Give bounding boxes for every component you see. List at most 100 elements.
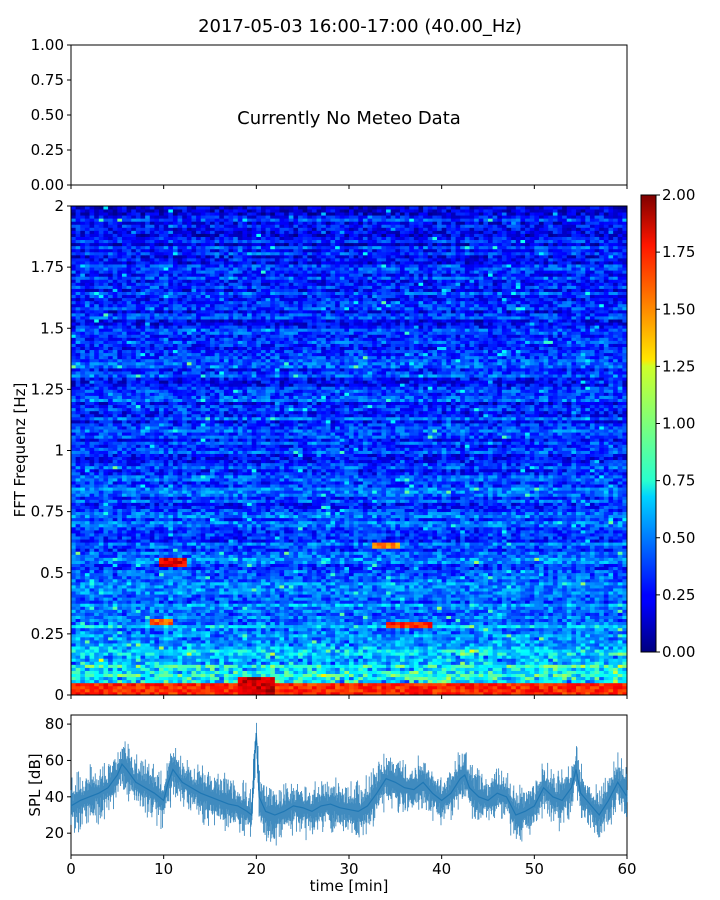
spectrogram-cell [354,579,359,582]
spectrogram-cell [599,570,604,573]
spectrogram-cell [238,619,243,622]
spectrogram-cell [307,576,312,579]
spectrogram-cell [479,594,484,597]
spectrogram-cell [247,628,252,631]
spectrogram-cell [548,606,553,609]
spectrogram-cell [502,664,507,667]
spectrogram-cell [71,606,76,609]
spectrogram-cell [340,664,345,667]
spectrogram-cell [595,609,600,612]
spectrogram-cell [261,619,266,622]
spectrogram-cell [145,658,150,661]
spectrogram-cell [229,573,234,576]
spectrogram-cell [233,658,238,661]
spectrogram-cell [395,664,400,667]
spectrogram-cell [460,674,465,677]
spectrogram-cell [159,643,164,646]
spectrogram-cell [590,585,595,588]
spectrogram-cell [432,677,437,680]
spectrogram-cell [539,625,544,628]
spectrogram-cell [275,689,280,692]
spectrogram-cell [150,680,155,683]
spectrogram-cell [372,680,377,683]
spectrogram-cell [335,646,340,649]
spectrogram-cell [247,597,252,600]
spectrogram-cell [284,634,289,637]
spectrogram-cell [284,683,289,686]
spectrogram-cell [289,579,294,582]
spectrogram-cell [381,658,386,661]
spectrogram-cell [544,631,549,634]
spectrogram-cell [215,622,220,625]
spectrogram-cell [613,667,618,670]
spectrogram-cell [386,640,391,643]
spectrogram-cell [516,606,521,609]
spectrogram-cell [307,640,312,643]
spectrogram-cell [122,658,127,661]
spectrogram-cell [428,594,433,597]
spectrogram-cell [71,658,76,661]
spectrogram-cell [159,579,164,582]
spectrogram-cell [154,606,159,609]
spectrogram-cell [581,640,586,643]
spectrogram-cell [553,640,558,643]
spectrogram-cell [242,606,247,609]
spectrogram-cell [446,597,451,600]
spectrogram-cell [469,588,474,591]
spectrogram-cell [136,646,141,649]
spectrogram-cell [618,603,623,606]
spectrogram-cell [103,667,108,670]
spectrogram-cell [483,683,488,686]
spectrogram-cell [131,628,136,631]
spectrogram-cell [108,674,113,677]
spectrogram-cell [275,612,280,615]
spectrogram-cell [446,588,451,591]
spectrogram-cell [571,646,576,649]
spectrogram-cell [187,634,192,637]
spectrogram-cell [507,609,512,612]
spectrogram-cell [479,680,484,683]
spectrogram-cell [507,658,512,661]
spectrogram-cell [141,664,146,667]
spectrogram-cell [219,643,224,646]
spectrogram-cell [456,661,461,664]
spectrogram-cell [150,667,155,670]
spectrogram-cell [548,579,553,582]
spectrogram-cell [428,619,433,622]
spectrogram-cell [154,628,159,631]
spectrogram-cell [330,619,335,622]
spectrogram-cell [395,625,400,628]
spectrogram-cell [493,597,498,600]
spectrogram-cell [419,616,424,619]
meteo-x-ticks [71,185,627,189]
spectrogram-cell [539,674,544,677]
spectrogram-cell [326,643,331,646]
spectrogram-cell [298,570,303,573]
spectrogram-cell [266,649,271,652]
spectrogram-cell [159,637,164,640]
spectrogram-cell [502,674,507,677]
spectrogram-cell [256,612,261,615]
spectrogram-cell [581,594,586,597]
spectrogram-cell [266,643,271,646]
spectrogram-cell [247,612,252,615]
spectrogram-cell [131,652,136,655]
spectrogram-cell [414,652,419,655]
spectrogram-cell [590,655,595,658]
spectrogram-cell [187,683,192,686]
spectrogram-cell [395,579,400,582]
spectrogram-cell [539,643,544,646]
spectrogram-cell [539,667,544,670]
spectrogram-cell [261,570,266,573]
spectrogram-cell [210,585,215,588]
spectrogram-cell [178,597,183,600]
spectrogram-cell [159,622,164,625]
spectrogram-cell [386,582,391,585]
spectrogram-cell [562,591,567,594]
spectrogram-cell [233,649,238,652]
spectrogram-cell [604,582,609,585]
spectrogram-cell [201,674,206,677]
spectrogram-cell [507,634,512,637]
spectrogram-cell [368,640,373,643]
spectrogram-cell [173,597,178,600]
